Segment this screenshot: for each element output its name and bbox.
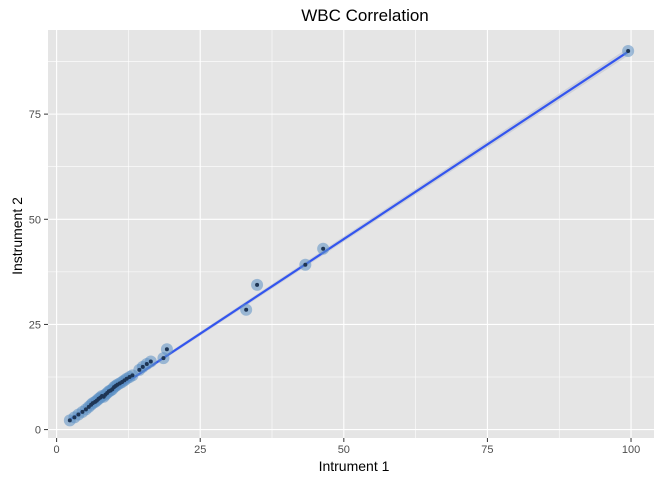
y-axis: 0 25 50 75 [29,109,48,437]
data-point [303,262,308,267]
data-point [144,361,149,366]
data-point [321,246,326,251]
x-axis: 0 25 50 75 100 [54,438,640,456]
data-point [67,418,72,423]
data-point [130,373,135,378]
y-tick-label: 50 [29,214,41,226]
y-axis-title: Instrument 2 [9,197,25,275]
data-point [255,282,260,287]
data-point [140,364,145,369]
data-point [244,307,249,312]
x-tick-label: 75 [481,444,493,456]
data-point [626,49,631,54]
data-point [148,359,153,364]
x-tick-label: 25 [194,444,206,456]
data-point [83,407,88,412]
x-axis-title: Intrument 1 [319,458,390,474]
x-tick-label: 100 [622,444,640,456]
data-point [164,347,169,352]
data-point [72,415,77,420]
data-points [63,45,635,427]
data-point [137,367,142,372]
y-tick-label: 25 [29,319,41,331]
x-tick-label: 50 [338,444,350,456]
y-tick-label: 0 [35,425,41,437]
y-tick-label: 75 [29,109,41,121]
major-gridlines [48,30,654,438]
data-point [80,409,85,414]
data-point [161,356,166,361]
chart-title: WBC Correlation [301,6,429,25]
data-point [76,412,81,417]
x-tick-label: 0 [54,444,60,456]
